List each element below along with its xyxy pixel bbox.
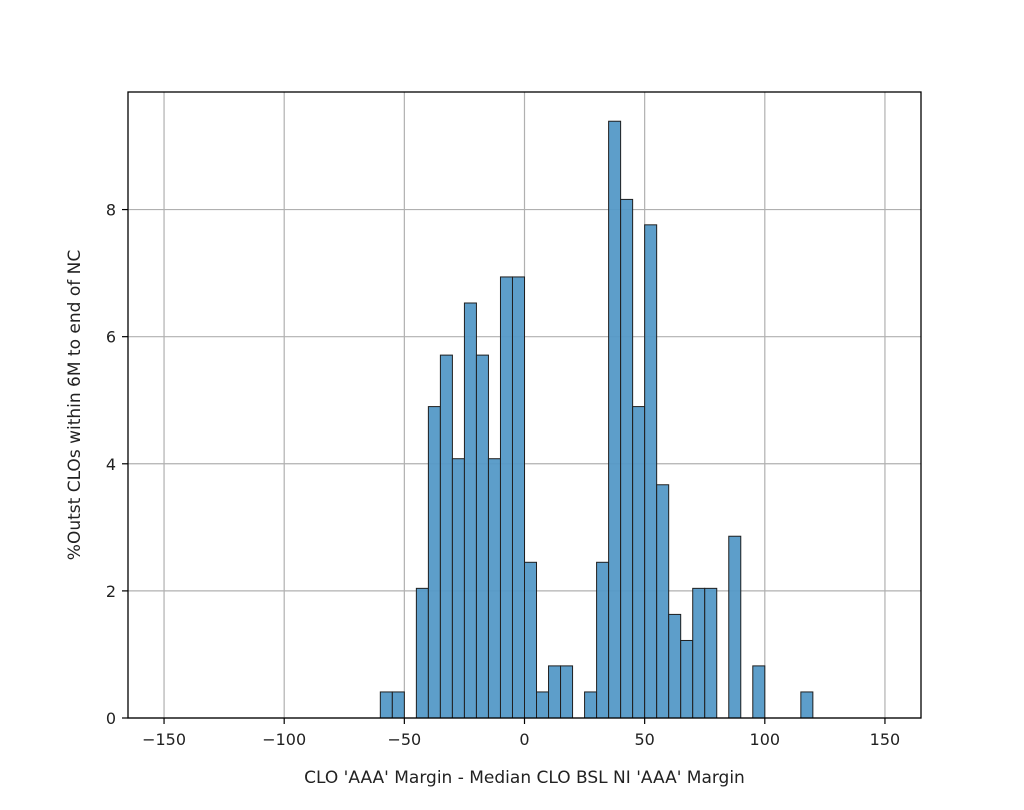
histogram-bar [536,691,550,719]
x-axis-label: CLO 'AAA' Margin - Median CLO BSL NI 'AA… [304,768,745,788]
y-tick-label: 2 [106,582,116,601]
histogram-bar [800,691,814,719]
y-tick-label: 6 [106,328,116,347]
x-tick-label: 150 [870,730,901,749]
histogram-bar [692,587,706,719]
y-tick-label: 8 [106,201,116,220]
histogram-bar [752,665,766,719]
histogram-bar [475,354,489,719]
histogram-bar [608,120,622,719]
histogram-bar [548,665,562,719]
histogram-bar [584,691,598,719]
x-tick-label: −150 [142,730,186,749]
histogram-bar [379,691,393,719]
histogram-bar [439,354,453,719]
x-tick-label: −50 [387,730,421,749]
histogram-bar [644,224,658,719]
histogram-bar [620,198,634,719]
y-tick-label: 4 [106,455,116,474]
histogram-bar [391,691,405,719]
histogram-bar [415,587,429,719]
histogram-bar [668,613,682,719]
y-axis-ticks: 0 2 4 6 8 [106,201,128,728]
histogram-bar [427,406,441,719]
histogram-bar [560,665,574,719]
histogram-bar [524,561,538,719]
histogram-bar [632,406,646,719]
histogram-bar [499,276,513,719]
histogram-bar [656,484,670,719]
histogram-bar [463,302,477,719]
histogram-bar [451,458,465,719]
histogram-bar [596,561,610,719]
histogram-bar [704,587,718,719]
histogram-bar [511,276,526,719]
histogram-bar [487,458,501,719]
x-tick-label: −100 [262,730,306,749]
x-axis-ticks: −150 −100 −50 0 50 100 150 [142,718,900,749]
x-tick-label: 50 [634,730,654,749]
histogram-bar [680,639,694,719]
y-axis-label: %Outst CLOs within 6M to end of NC [65,250,85,560]
histogram-bar [728,535,742,719]
x-tick-label: 0 [519,730,529,749]
x-tick-label: 100 [750,730,781,749]
y-tick-label: 0 [106,709,116,728]
